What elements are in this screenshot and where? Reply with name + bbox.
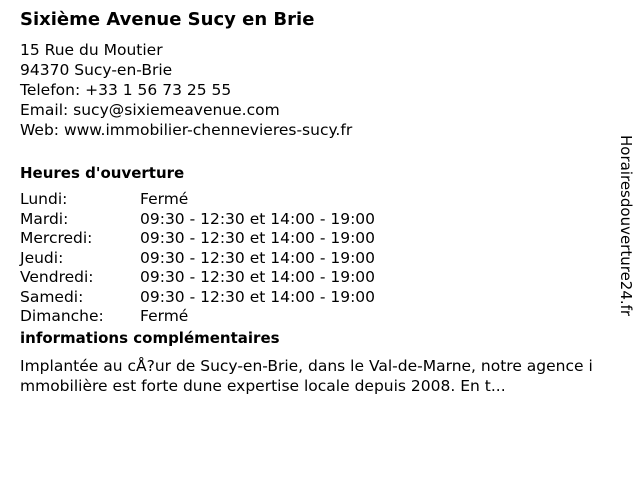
email: Email: sucy@sixiemeavenue.com xyxy=(20,101,280,119)
day-hours: 09:30 - 12:30 et 14:00 - 19:00 xyxy=(140,287,376,306)
info-heading: informations complémentaires xyxy=(20,329,280,347)
address-block: 15 Rue du Moutier 94370 Sucy-en-Brie Tel… xyxy=(20,40,352,140)
phone: Telefon: +33 1 56 73 25 55 xyxy=(20,81,232,99)
website: Web: www.immobilier-chennevieres-sucy.fr xyxy=(20,121,353,139)
street: 15 Rue du Moutier xyxy=(20,41,163,59)
city: 94370 Sucy-en-Brie xyxy=(20,61,173,79)
hours-row: Mercredi: 09:30 - 12:30 et 14:00 - 19:00 xyxy=(20,229,375,248)
day-label: Jeudi: xyxy=(20,248,64,267)
day-hours: 09:30 - 12:30 et 14:00 - 19:00 xyxy=(140,248,376,267)
hours-row: Jeudi: 09:30 - 12:30 et 14:00 - 19:00 xyxy=(20,249,375,268)
day-label: Dimanche: xyxy=(20,307,104,325)
info-text: Implantée au cÅ?ur de Sucy-en-Brie, dans… xyxy=(20,357,593,395)
day-hours: 09:30 - 12:30 et 14:00 - 19:00 xyxy=(140,268,376,286)
hours-row: Dimanche: Fermé xyxy=(20,307,188,326)
day-hours: 09:30 - 12:30 et 14:00 - 19:00 xyxy=(140,209,376,228)
day-hours: Fermé xyxy=(140,190,189,208)
hours-row: Lundi: Fermé xyxy=(20,190,188,209)
day-label: Lundi: xyxy=(20,190,68,208)
day-hours: 09:30 - 12:30 et 14:00 - 19:00 xyxy=(140,229,376,247)
hours-heading: Heures d'ouverture xyxy=(20,164,185,182)
day-label: Mardi: xyxy=(20,209,69,228)
page-title: Sixième Avenue Sucy en Brie xyxy=(20,9,315,30)
day-hours: Fermé xyxy=(140,307,189,325)
day-label: Vendredi: xyxy=(20,268,94,286)
day-label: Mercredi: xyxy=(20,229,93,247)
hours-row: Samedi: 09:30 - 12:30 et 14:00 - 19:00 xyxy=(20,288,375,307)
hours-row: Vendredi: 09:30 - 12:30 et 14:00 - 19:00 xyxy=(20,268,375,287)
day-label: Samedi: xyxy=(20,287,84,306)
watermark: Horairesdouverture24.fr xyxy=(617,135,635,317)
hours-row: Mardi: 09:30 - 12:30 et 14:00 - 19:00 xyxy=(20,210,375,229)
